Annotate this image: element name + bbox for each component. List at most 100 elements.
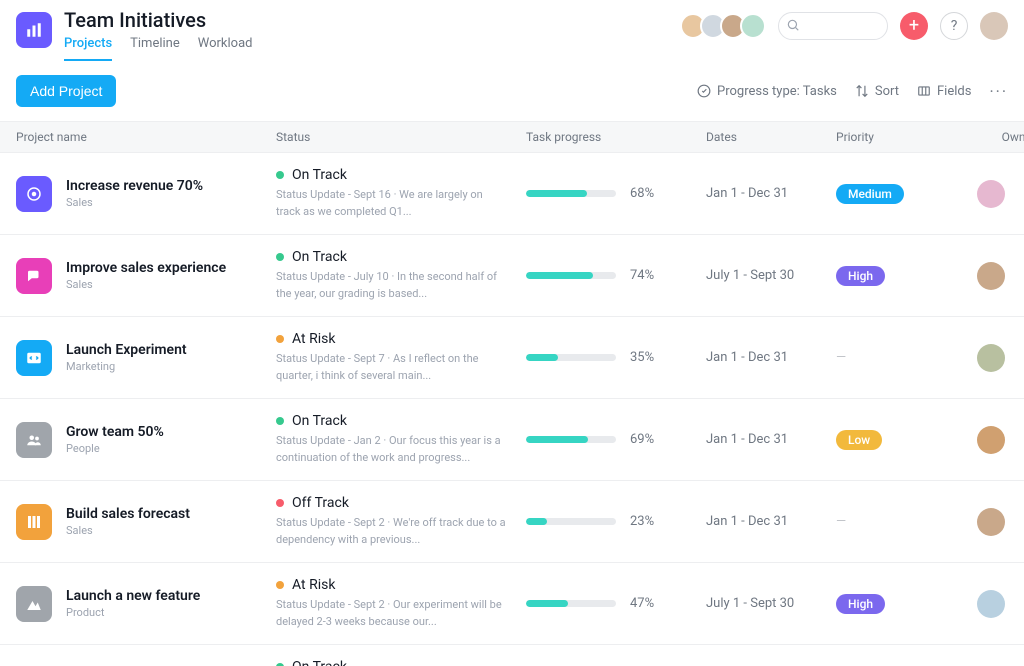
col-priority[interactable]: Priority: [836, 130, 946, 144]
tab-workload[interactable]: Workload: [198, 36, 253, 61]
fields-control[interactable]: Fields: [917, 84, 971, 99]
project-row[interactable]: Launch a new feature Product At Risk Status…: [0, 563, 1024, 645]
sort-label: Sort: [875, 84, 899, 99]
priority-none: —: [836, 514, 846, 529]
table-header: Project name Status Task progress Dates …: [0, 121, 1024, 153]
project-row[interactable]: Grow team 50%PeopleOn TrackStatus Update…: [0, 399, 1024, 481]
status-label: On Track: [292, 249, 347, 265]
project-row[interactable]: Improve sales experience Sales On Track Sta…: [0, 235, 1024, 317]
col-name[interactable]: Project name: [16, 130, 276, 144]
priority-cell[interactable]: Low: [836, 430, 946, 450]
progress-bar: [526, 190, 616, 197]
owner-avatar[interactable]: [977, 344, 1005, 372]
priority-cell[interactable]: —: [836, 350, 946, 365]
progress-percent: 47%: [630, 596, 654, 611]
status-dot: [276, 417, 284, 425]
project-row[interactable]: Build sales forecast Sales Off Track Status…: [0, 481, 1024, 563]
status-label: At Risk: [292, 577, 335, 593]
col-status[interactable]: Status: [276, 130, 526, 144]
project-name: Launch Experiment: [66, 342, 187, 358]
project-category: People: [66, 442, 164, 455]
priority-cell[interactable]: —: [836, 514, 946, 529]
more-menu[interactable]: ···: [989, 82, 1008, 101]
owner-avatar[interactable]: [977, 262, 1005, 290]
status-dot: [276, 499, 284, 507]
dates-cell: Jan 1 - Dec 31: [706, 432, 836, 447]
progress-bar: [526, 354, 616, 361]
tab-projects[interactable]: Projects: [64, 36, 112, 61]
progress-bar: [526, 436, 616, 443]
progress-bar: [526, 518, 616, 525]
status-dot: [276, 335, 284, 343]
add-project-button[interactable]: Add Project: [16, 75, 116, 107]
dates-cell: Jan 1 - Dec 31: [706, 186, 836, 201]
priority-pill: Low: [836, 430, 882, 450]
project-category: Sales: [66, 524, 190, 537]
dates-cell: July 1 - Sept 30: [706, 268, 836, 283]
workspace-icon[interactable]: [16, 12, 52, 48]
progress-percent: 68%: [630, 186, 654, 201]
status-update-text: Status Update - Jan 2 · Our focus this y…: [276, 433, 506, 466]
progress-bar: [526, 600, 616, 607]
project-icon: [16, 258, 52, 294]
status-label: On Track: [292, 167, 347, 183]
sort-control[interactable]: Sort: [855, 84, 899, 99]
status-update-text: Status Update - July 10 · In the second …: [276, 269, 506, 302]
priority-pill: Medium: [836, 184, 904, 204]
project-row[interactable]: Increase revenue 70%SalesOn TrackStatus …: [0, 153, 1024, 235]
owner-avatar[interactable]: [977, 590, 1005, 618]
project-row[interactable]: Increase engagement 20%Customer SuccessO…: [0, 645, 1024, 666]
col-dates[interactable]: Dates: [706, 130, 836, 144]
global-add-button[interactable]: +: [900, 12, 928, 40]
status-label: On Track: [292, 659, 347, 666]
search-icon: [786, 18, 800, 32]
project-category: Marketing: [66, 360, 187, 373]
priority-cell[interactable]: High: [836, 266, 946, 286]
project-category: Sales: [66, 196, 203, 209]
project-name: Build sales forecast: [66, 506, 190, 522]
progress-type-control[interactable]: Progress type: Tasks: [697, 84, 837, 99]
project-icon: [16, 586, 52, 622]
search-box[interactable]: [778, 12, 888, 40]
team-avatar[interactable]: [740, 13, 766, 39]
progress-percent: 69%: [630, 432, 654, 447]
status-dot: [276, 171, 284, 179]
status-update-text: Status Update - Sept 2 · Our experiment …: [276, 597, 506, 630]
project-name: Increase revenue 70%: [66, 178, 203, 194]
priority-cell[interactable]: High: [836, 594, 946, 614]
priority-cell[interactable]: Medium: [836, 184, 946, 204]
col-progress[interactable]: Task progress: [526, 130, 706, 144]
page-title: Team Initiatives: [64, 8, 252, 32]
priority-pill: High: [836, 594, 885, 614]
project-name: Improve sales experience: [66, 260, 226, 276]
owner-avatar[interactable]: [977, 426, 1005, 454]
status-update-text: Status Update - Sept 2 · We're off track…: [276, 515, 506, 548]
col-owner[interactable]: Owner: [946, 130, 1024, 144]
project-icon: [16, 176, 52, 212]
project-name: Grow team 50%: [66, 424, 164, 440]
priority-pill: High: [836, 266, 885, 286]
progress-percent: 74%: [630, 268, 654, 283]
owner-avatar[interactable]: [977, 508, 1005, 536]
project-row[interactable]: Launch ExperimentMarketingAt RiskStatus …: [0, 317, 1024, 399]
status-dot: [276, 581, 284, 589]
tab-timeline[interactable]: Timeline: [130, 36, 180, 61]
status-label: At Risk: [292, 331, 335, 347]
status-label: Off Track: [292, 495, 349, 511]
project-icon: [16, 422, 52, 458]
fields-label: Fields: [937, 84, 971, 99]
status-dot: [276, 253, 284, 261]
progress-type-label: Progress type: Tasks: [717, 84, 837, 99]
project-category: Sales: [66, 278, 226, 291]
project-category: Product: [66, 606, 200, 619]
team-avatars[interactable]: [680, 13, 766, 39]
owner-avatar[interactable]: [977, 180, 1005, 208]
project-icon: [16, 340, 52, 376]
me-avatar[interactable]: [980, 12, 1008, 40]
help-button[interactable]: ?: [940, 12, 968, 40]
progress-bar: [526, 272, 616, 279]
project-name: Launch a new feature: [66, 588, 200, 604]
progress-percent: 23%: [630, 514, 654, 529]
header-tabs: Projects Timeline Workload: [64, 36, 252, 61]
dates-cell: Jan 1 - Dec 31: [706, 514, 836, 529]
